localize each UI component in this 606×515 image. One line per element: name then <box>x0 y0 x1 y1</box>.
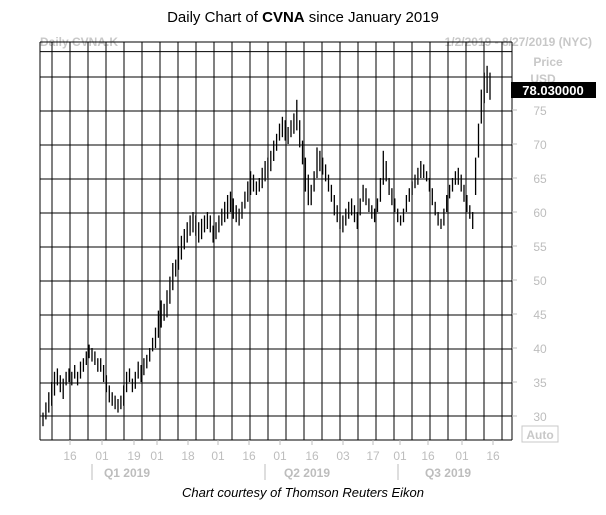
y-tick-label: 60 <box>533 206 547 220</box>
y-tick-label: 50 <box>533 274 547 288</box>
x-tick-label: 01 <box>273 449 287 463</box>
x-tick-label: 03 <box>336 449 350 463</box>
ohlc-series <box>42 65 491 427</box>
y-tick-label: 75 <box>533 104 547 118</box>
chart-date-range: 1/2/2019 - 8/27/2019 (NYC) <box>445 35 592 49</box>
price-chart: Daily CVNA.K 1/2/2019 - 8/27/2019 (NYC) … <box>39 35 596 480</box>
y-axis: 30 35 40 45 50 55 60 65 70 75 <box>512 104 547 424</box>
x-tick-label: 16 <box>305 449 319 463</box>
page-title: Daily Chart of CVNA since January 2019 <box>167 9 439 26</box>
last-price-box <box>511 82 596 98</box>
x-tick-label: 01 <box>455 449 469 463</box>
price-axis-title: Price <box>533 55 563 69</box>
x-axis: 16 01 19 01 18 01 16 01 16 03 17 01 16 01 16 Q1 2019 Q2 … <box>63 440 500 480</box>
y-tick-label: 40 <box>533 342 547 356</box>
x-tick-label: 16 <box>486 449 500 463</box>
x-tick-label: 01 <box>95 449 109 463</box>
quarter-label: Q1 2019 <box>104 466 150 480</box>
x-tick-label: 17 <box>366 449 380 463</box>
x-tick-label: 01 <box>150 449 164 463</box>
y-tick-label: 35 <box>533 376 547 390</box>
chart-credit: Chart courtesy of Thomson Reuters Eikon <box>181 485 425 500</box>
quarter-label: Q3 2019 <box>425 466 471 480</box>
x-tick-label: 18 <box>181 449 195 463</box>
x-tick-label: 19 <box>127 449 141 463</box>
y-tick-label: 65 <box>533 172 547 186</box>
y-tick-label: 55 <box>533 240 547 254</box>
x-tick-label: 01 <box>211 449 225 463</box>
auto-button[interactable] <box>521 425 559 443</box>
last-price-value: 78.030000 <box>522 83 583 98</box>
y-tick-label: 45 <box>533 308 547 322</box>
x-tick-label: 16 <box>242 449 256 463</box>
y-tick-label: 70 <box>533 138 547 152</box>
auto-button-label: Auto <box>526 428 553 442</box>
chart-grid <box>39 41 513 441</box>
x-tick-label: 16 <box>63 449 77 463</box>
y-tick-label: 30 <box>533 410 547 424</box>
x-tick-label: 16 <box>421 449 435 463</box>
quarter-label: Q2 2019 <box>284 466 330 480</box>
x-tick-label: 01 <box>393 449 407 463</box>
